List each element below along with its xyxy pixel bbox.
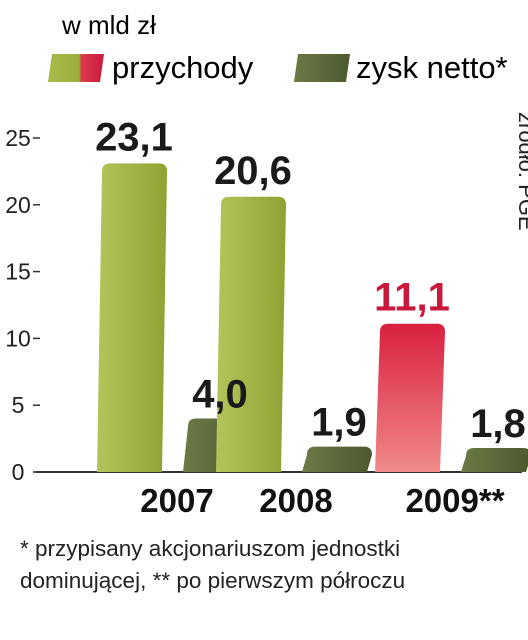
bar-zysk-1 bbox=[302, 446, 372, 472]
y-tick-label: 15 bbox=[5, 259, 31, 285]
x-category-label: 2007 bbox=[140, 482, 213, 519]
x-category-label: 2009** bbox=[405, 482, 504, 519]
y-tick-label: 10 bbox=[5, 325, 31, 351]
data-label-zysk-2: 1,8 bbox=[470, 402, 526, 446]
bars-group bbox=[97, 163, 528, 472]
legend-swatch-przychody bbox=[48, 54, 104, 82]
x-category-label: 2008 bbox=[259, 482, 332, 519]
bar-zysk-2 bbox=[461, 447, 528, 472]
data-label-przychody-0: 23,1 bbox=[95, 115, 173, 159]
footnote-line-2: dominującej, ** po pierwszym półroczu bbox=[20, 568, 405, 593]
y-tick-label: 5 bbox=[12, 392, 25, 418]
data-labels-group: 23,1 4,0 20,6 1,9 11,1 1,8 bbox=[95, 115, 526, 446]
legend: przychody zysk netto* bbox=[48, 50, 508, 85]
source-note: źródło: PGE bbox=[514, 112, 528, 231]
y-tick-label: 0 bbox=[12, 459, 25, 485]
footnote-line-1: * przypisany akcjonariuszom jednostki bbox=[20, 536, 400, 561]
legend-label-przychody: przychody bbox=[112, 50, 254, 85]
y-tick-label: 25 bbox=[5, 125, 31, 151]
data-label-zysk-1: 1,9 bbox=[311, 401, 367, 445]
legend-swatch-zysk bbox=[294, 54, 350, 82]
data-label-zysk-0: 4,0 bbox=[192, 373, 248, 417]
data-label-przychody-1: 20,6 bbox=[214, 149, 292, 193]
bar-przychody-2 bbox=[375, 323, 445, 472]
unit-label: w mld zł bbox=[61, 10, 156, 40]
y-tick-label: 20 bbox=[5, 192, 31, 218]
data-label-przychody-2: 11,1 bbox=[374, 276, 450, 320]
bar-przychody-1 bbox=[216, 196, 286, 472]
y-axis: 0 5 10 15 20 25 bbox=[5, 125, 40, 485]
x-axis-categories: 2007 2008 2009** bbox=[140, 482, 504, 519]
legend-label-zysk: zysk netto* bbox=[356, 50, 508, 85]
bar-przychody-0 bbox=[97, 163, 167, 472]
